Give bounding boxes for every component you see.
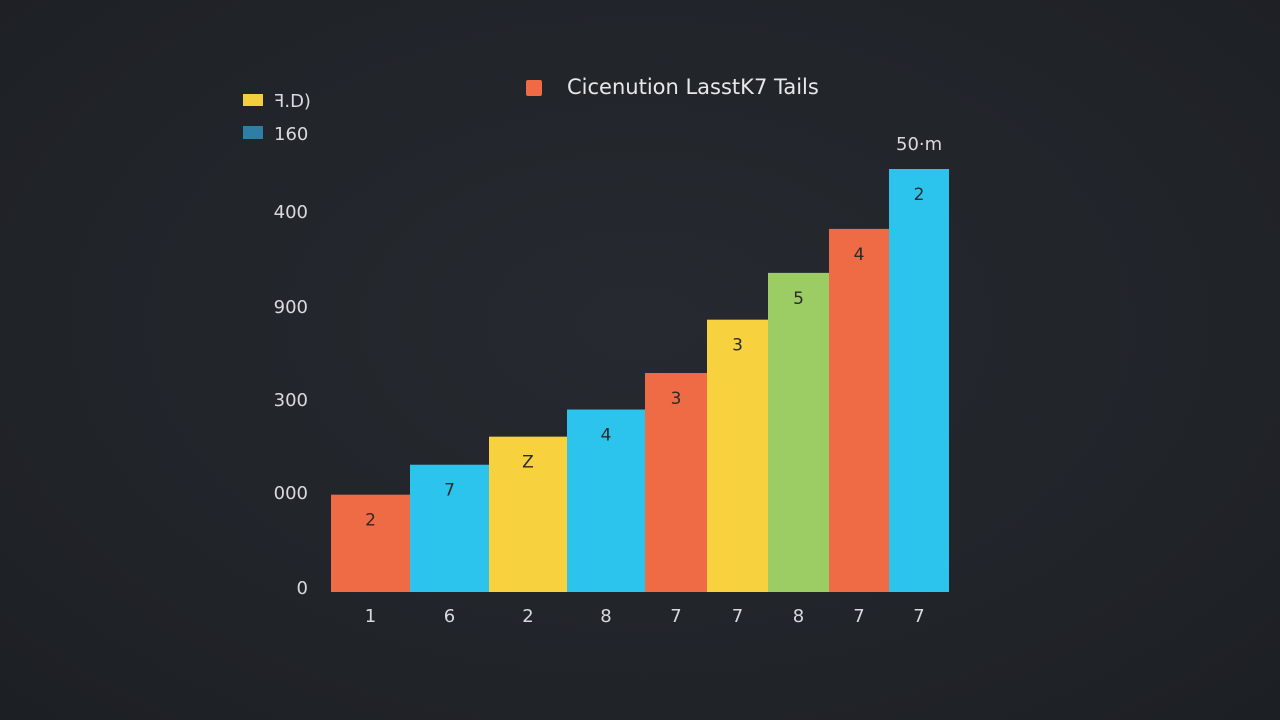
bar-4 [567,409,645,592]
x-tick-label-8: 7 [853,606,864,627]
chart-title: Cicenution LasstK7 Tails [567,75,819,99]
x-tick-label-6: 7 [732,606,743,627]
bar-value-label-8: 4 [854,245,865,265]
bar-2 [410,464,489,592]
bar-value-label-1: 2 [365,511,376,531]
legend-label-2: 160 [274,124,308,145]
x-tick-label-7: 8 [793,606,804,627]
bar-value-label-4: 4 [601,426,612,446]
bar-value-label-2: 7 [444,481,455,501]
legend-swatch-2 [243,126,263,139]
bar-9 [889,169,949,592]
x-tick-label-4: 8 [600,606,611,627]
bar-1 [331,494,410,592]
legend-swatch-1 [243,94,263,106]
y-tick-label-4: 400 [274,202,308,223]
bar-value-label-6: 3 [732,336,743,356]
x-tick-label-9: 7 [913,606,924,627]
bar-8 [829,228,889,592]
bar-6 [707,319,768,592]
bar-3 [489,436,567,592]
bar-value-label-7: 5 [793,289,804,309]
bar-value-label-9: 2 [914,185,925,205]
bar-7 [768,272,829,592]
x-tick-label-3: 2 [522,606,533,627]
x-tick-label-2: 6 [444,606,455,627]
y-tick-label-1: 000 [274,483,308,504]
bar-5 [645,373,707,592]
y-tick-label-3: 900 [274,297,308,318]
y-axis-unit-label: 50·m [896,134,942,155]
y-tick-label-0: 0 [297,578,308,599]
title-marker [526,80,542,96]
y-tick-label-2: 300 [274,390,308,411]
x-tick-label-1: 1 [365,606,376,627]
legend-label-1: ꟻ.D) [274,91,311,112]
x-tick-label-5: 7 [670,606,681,627]
bar-value-label-5: 3 [671,389,682,409]
bar-series: 2 1 7 6 Z 2 4 8 3 7 3 7 5 8 4 7 2 7 [331,169,949,627]
bar-value-label-3: Z [522,453,534,473]
